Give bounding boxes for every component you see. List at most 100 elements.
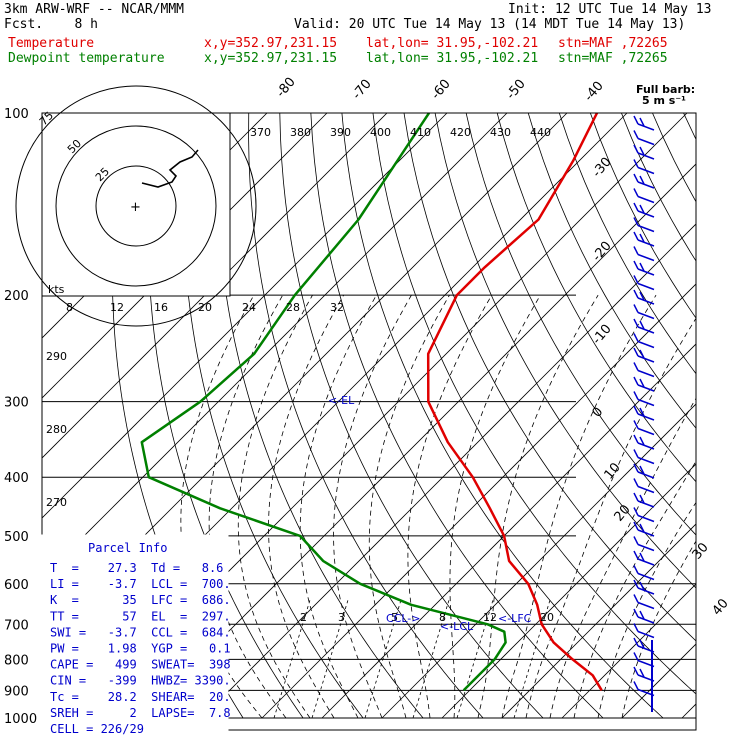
- wind-barb-flag: [633, 275, 639, 284]
- isotherm-label: -80: [274, 75, 299, 101]
- wind-barb-flag: [639, 262, 645, 272]
- wind-barb-flag: [639, 465, 645, 475]
- wind-barb: [637, 195, 655, 204]
- wind-barb: [637, 181, 655, 189]
- theta-label: 410: [410, 126, 431, 139]
- wind-barb-flag: [633, 666, 639, 676]
- pressure-tick-label: 600: [4, 578, 29, 593]
- hodograph-center: +: [130, 200, 141, 215]
- wind-barb-flag: [633, 115, 639, 125]
- wind-barb-flag: [639, 552, 645, 562]
- isotherm-line: [561, 583, 696, 719]
- wind-barb: [637, 384, 655, 392]
- wind-barb: [637, 326, 655, 334]
- wind-barb-flag: [639, 378, 645, 388]
- hodograph-speed-label: 8: [66, 301, 73, 314]
- isotherm-line: [261, 283, 696, 719]
- moist-adiabat: [208, 294, 287, 719]
- wind-barb-flag: [633, 173, 639, 183]
- wind-barb: [637, 543, 655, 552]
- parcel-info-row: LI = -3.7 LCL = 700.: [50, 577, 231, 591]
- wind-barb-flag: [633, 333, 639, 342]
- wind-barb-flag: [639, 233, 645, 243]
- pressure-tick-label: 200: [4, 289, 29, 304]
- wind-barb-flag: [633, 579, 639, 589]
- mixing-ratio-line: [364, 599, 402, 719]
- dry-adiabat: [403, 113, 696, 642]
- hodograph-speed-label: 20: [198, 301, 212, 314]
- hodograph-speed-label: 28: [286, 301, 300, 314]
- init-time: Init: 12 UTC Tue 14 May 13: [508, 2, 712, 17]
- moist-adiabat: [573, 460, 696, 719]
- wind-barb-flag: [633, 550, 639, 560]
- wind-barb-flag: [633, 536, 639, 545]
- moist-adiabat: [621, 540, 696, 719]
- pressure-tick-label: 400: [4, 471, 29, 486]
- mixing-ratio-line: [412, 599, 450, 719]
- dewpoint-profile: [140, 113, 507, 692]
- wind-barb-flag: [633, 362, 639, 371]
- moist-adiabat: [407, 294, 493, 719]
- barb-legend-title: Full barb:: [636, 83, 695, 96]
- wind-barb-flag: [633, 231, 639, 241]
- wind-barb-flag: [633, 217, 639, 226]
- hodograph-frame: [41, 112, 231, 297]
- pressure-tick-label: 800: [4, 653, 29, 668]
- parcel-info-row: TT = 57 EL = 297.: [50, 609, 231, 623]
- moist-adiabat: [449, 294, 541, 719]
- dewpoint-latlon: lat,lon= 31.95,-102.21: [366, 51, 539, 66]
- wind-barb-flag: [639, 494, 645, 504]
- marker-el: <-EL: [328, 394, 355, 407]
- isotherm-line: [42, 113, 388, 459]
- dry-adiabat: [683, 113, 696, 141]
- wind-barb: [637, 166, 655, 175]
- wind-barb-flag: [633, 318, 639, 328]
- wind-barb-flag: [639, 204, 645, 214]
- wind-barb: [637, 340, 655, 349]
- isotherm-label: 40: [710, 596, 732, 618]
- parcel-info-row: CAPE = 499 SWEAT= 398: [50, 658, 231, 672]
- dewpoint-station: stn=MAF ,72265: [558, 51, 668, 66]
- pressure-tick-label: 500: [4, 530, 29, 545]
- wind-barb-flag: [633, 202, 639, 212]
- wind-barb: [637, 514, 655, 523]
- theta-label: 400: [370, 126, 391, 139]
- dry-adiabat: [310, 113, 604, 719]
- mixing-ratio-label: 3: [338, 611, 345, 624]
- dry-adiabat: [465, 113, 696, 536]
- hodograph-speed-label: 16: [154, 301, 168, 314]
- wind-barb: [637, 239, 655, 247]
- dry-adiabat: [341, 113, 664, 719]
- theta-label: 390: [330, 126, 351, 139]
- moist-adiabat: [477, 294, 599, 719]
- wind-barb: [637, 152, 655, 160]
- moist-adiabat: [368, 294, 450, 719]
- wind-barb: [637, 427, 655, 436]
- moist-adiabat: [299, 294, 377, 719]
- theta-label: 380: [290, 126, 311, 139]
- hodograph-speed-label: 12: [110, 301, 124, 314]
- theta-label: 430: [490, 126, 511, 139]
- moist-adiabat: [597, 501, 696, 719]
- isotherm-label: -70: [350, 77, 375, 103]
- temperature-profile: [426, 113, 603, 691]
- isotherm-line: [501, 523, 696, 719]
- wind-barb: [637, 630, 655, 639]
- wind-barb-flag: [639, 117, 645, 127]
- dry-adiabat: [279, 113, 544, 719]
- wind-barbs: [633, 115, 655, 712]
- isotherm-label: -50: [504, 77, 529, 103]
- wind-barb-flag: [639, 320, 645, 330]
- wind-barb: [637, 413, 655, 421]
- isotherm-line: [681, 703, 696, 719]
- moist-adiabat: [525, 317, 696, 719]
- moist-adiabat: [237, 294, 313, 719]
- temperature-station: stn=MAF ,72265: [558, 36, 668, 51]
- model-title: 3km ARW-WRF -- NCAR/MMM: [4, 2, 185, 17]
- inset-pressure-label: 280: [46, 423, 67, 436]
- wind-barb-flag: [633, 565, 639, 574]
- wind-barb: [637, 558, 655, 566]
- wind-barb-flag: [639, 523, 645, 533]
- wind-barb-flag: [633, 405, 639, 415]
